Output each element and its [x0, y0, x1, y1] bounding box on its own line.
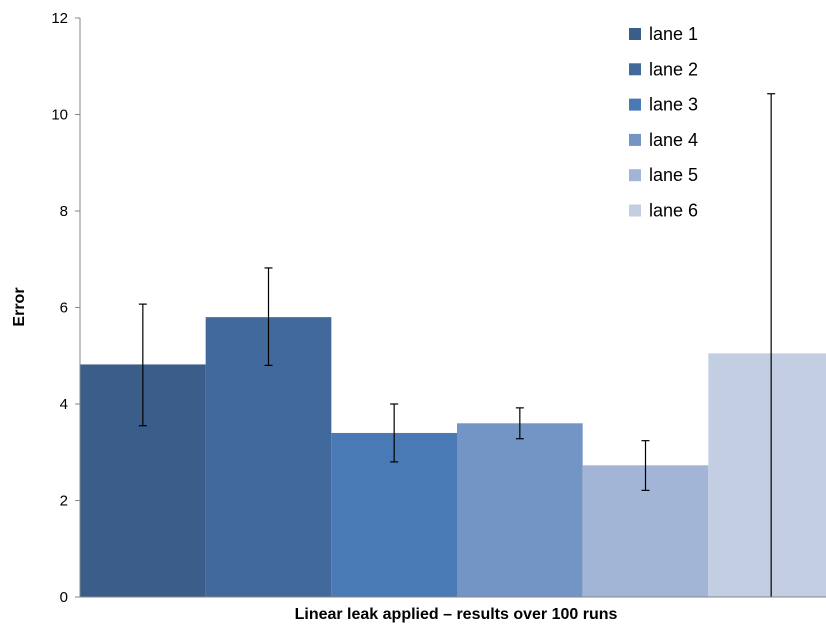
x-axis-title: Linear leak applied – results over 100 r… [295, 606, 618, 623]
legend-swatch [629, 205, 641, 217]
legend: lane 1 lane 2 lane 3 lane 4 lane 5 lane 6 [629, 24, 698, 221]
y-tick-label: 12 [51, 10, 68, 27]
legend-item-lane-6: lane 6 [629, 201, 698, 221]
y-tick-label: 2 [60, 493, 68, 510]
legend-label: lane 5 [649, 165, 698, 185]
y-tick-label: 4 [60, 396, 68, 413]
y-tick-label: 0 [60, 589, 68, 606]
legend-item-lane-2: lane 2 [629, 59, 698, 79]
legend-label: lane 6 [649, 201, 698, 221]
bar-lane-6 [708, 353, 826, 597]
bars-group [80, 317, 826, 597]
legend-swatch [629, 169, 641, 181]
legend-label: lane 1 [649, 24, 698, 44]
y-tick-label: 6 [60, 300, 68, 317]
legend-label: lane 3 [649, 95, 698, 115]
legend-swatch [629, 63, 641, 75]
legend-swatch [629, 134, 641, 146]
legend-item-lane-4: lane 4 [629, 130, 698, 150]
y-axis-title: Error [11, 287, 28, 326]
legend-item-lane-5: lane 5 [629, 165, 698, 185]
legend-swatch [629, 99, 641, 111]
y-tick-label: 10 [51, 107, 68, 124]
legend-label: lane 2 [649, 59, 698, 79]
legend-label: lane 4 [649, 130, 698, 150]
y-tick-label: 8 [60, 203, 68, 220]
y-ticks-group: 0 2 4 6 8 10 12 [51, 10, 80, 606]
legend-item-lane-3: lane 3 [629, 95, 698, 115]
bar-lane-4 [457, 423, 583, 597]
legend-item-lane-1: lane 1 [629, 24, 698, 44]
legend-swatch [629, 28, 641, 40]
